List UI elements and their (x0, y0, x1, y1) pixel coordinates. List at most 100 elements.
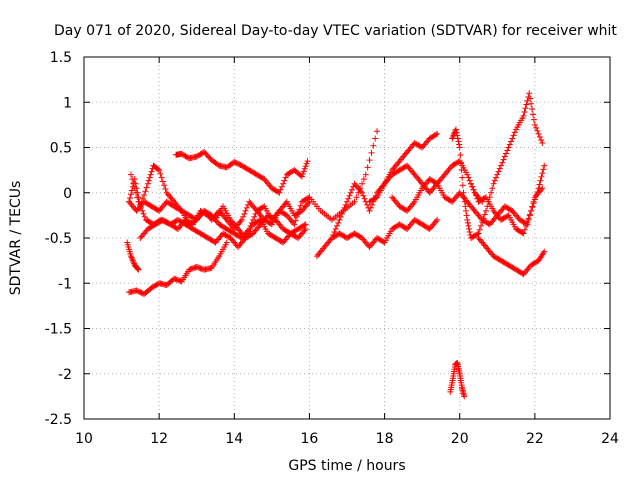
data-point (130, 180, 137, 187)
data-point (134, 288, 141, 295)
data-point (199, 149, 206, 156)
data-point (237, 161, 244, 168)
data-point (347, 189, 354, 196)
data-point (459, 174, 466, 181)
data-point (148, 168, 155, 175)
data-point (535, 130, 542, 137)
data-point (277, 186, 284, 193)
x-tick-label: 22 (526, 431, 544, 447)
data-point (528, 207, 535, 214)
data-point (301, 165, 308, 172)
data-point (417, 143, 424, 150)
data-point (306, 198, 313, 205)
data-point (533, 124, 540, 131)
data-point (541, 162, 548, 169)
data-point (367, 204, 374, 211)
data-point (469, 183, 476, 190)
data-point (335, 219, 342, 226)
data-point (330, 231, 337, 238)
data-point (145, 177, 152, 184)
data-point (464, 171, 471, 178)
data-point (362, 171, 369, 178)
data-point (366, 157, 373, 164)
data-point (331, 228, 338, 235)
data-point (480, 215, 487, 222)
data-point (454, 132, 461, 139)
data-point (333, 222, 340, 229)
data-point (157, 170, 164, 177)
data-point (528, 100, 535, 107)
data-point (299, 170, 306, 177)
data-point (135, 266, 142, 273)
data-point (479, 219, 486, 226)
data-point (538, 173, 545, 180)
data-point (127, 171, 134, 178)
data-point (361, 195, 368, 202)
data-point (342, 201, 349, 208)
data-point (402, 225, 409, 232)
y-tick-label: 0.5 (50, 141, 72, 157)
data-point (204, 153, 211, 160)
data-point (470, 186, 477, 193)
data-point (530, 116, 537, 123)
data-point (142, 188, 149, 195)
data-point (302, 225, 309, 232)
data-point (466, 228, 473, 235)
data-point (133, 287, 140, 294)
data-point (493, 174, 500, 181)
data-point (536, 133, 543, 140)
data-point (531, 196, 538, 203)
data-point (508, 138, 515, 145)
data-point (353, 194, 360, 201)
data-point (351, 198, 358, 205)
x-tick-label: 16 (301, 431, 319, 447)
data-point (131, 185, 138, 192)
series-track-15 (447, 359, 468, 400)
y-tick-label: -0.5 (45, 231, 72, 247)
series-track-13 (475, 235, 548, 278)
data-point (305, 195, 312, 202)
data-point (338, 210, 345, 217)
data-point (425, 225, 432, 232)
data-point (292, 217, 299, 224)
data-point (485, 220, 492, 227)
data-point (236, 161, 243, 168)
data-point (137, 289, 144, 296)
data-point (223, 239, 230, 246)
data-point (177, 207, 184, 214)
data-point (341, 204, 348, 211)
data-point (134, 194, 141, 201)
data-point (478, 222, 485, 229)
data-point (293, 234, 300, 241)
data-point (211, 238, 218, 245)
y-axis-title: SDTVAR / TECUs (8, 181, 24, 296)
data-point (303, 160, 310, 167)
data-point (529, 111, 536, 118)
data-point (489, 185, 496, 192)
data-point (242, 207, 249, 214)
data-point (476, 226, 483, 233)
data-point (137, 204, 144, 211)
data-point (203, 151, 210, 158)
data-point (161, 182, 168, 189)
data-point (173, 225, 180, 232)
data-point (364, 164, 371, 171)
data-point (490, 180, 497, 187)
data-point (503, 150, 510, 157)
data-point (533, 192, 540, 199)
series-track-8 (313, 216, 441, 260)
data-point (238, 216, 245, 223)
data-point (452, 126, 459, 133)
data-point (232, 159, 239, 166)
data-point (251, 213, 258, 220)
data-point (141, 213, 148, 220)
data-point (278, 238, 285, 245)
data-point (534, 127, 541, 134)
data-point (297, 202, 304, 209)
data-point (496, 165, 503, 172)
data-point (360, 176, 367, 183)
data-point (144, 180, 151, 187)
data-point (364, 201, 371, 208)
data-point (510, 132, 517, 139)
data-point (202, 150, 209, 157)
